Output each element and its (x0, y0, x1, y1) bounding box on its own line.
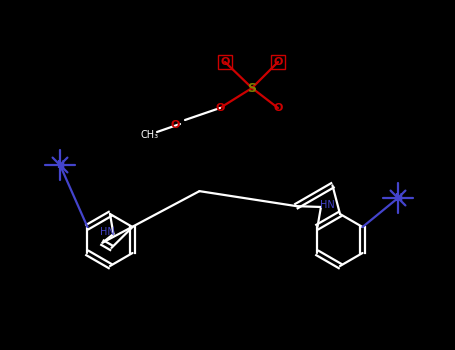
Text: N: N (56, 160, 64, 170)
Text: O: O (170, 120, 180, 130)
Text: O: O (220, 57, 230, 67)
Text: CH₃: CH₃ (141, 130, 159, 140)
Text: HN: HN (319, 200, 334, 210)
Text: O: O (273, 57, 283, 67)
Text: O: O (273, 103, 283, 113)
Text: HN: HN (100, 227, 115, 237)
Text: O: O (215, 103, 225, 113)
Text: S: S (248, 82, 257, 95)
Text: N: N (394, 193, 402, 203)
